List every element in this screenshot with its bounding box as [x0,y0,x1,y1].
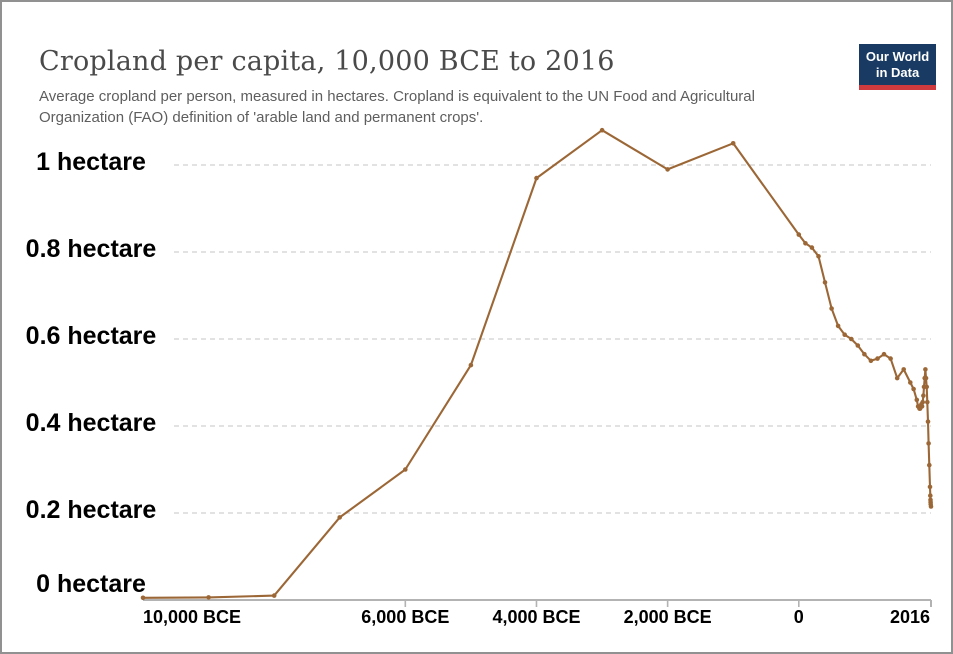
data-point [926,441,931,446]
data-point [923,375,929,381]
x-axis-label: 0 [793,607,804,627]
y-axis-label: 0.4 hectare [25,409,157,437]
owid-logo-line2: in Data [875,65,920,80]
data-point [894,375,900,381]
data-point [809,245,815,250]
data-point [881,351,887,357]
data-point [468,362,474,368]
data-point [855,343,861,348]
data-point [849,336,854,342]
data-point [796,232,802,237]
data-point [919,404,925,409]
data-point [403,467,408,472]
data-point [816,254,821,259]
chart-title: Cropland per capita, 10,000 BCE to 2016 [39,46,615,77]
data-point [665,167,670,172]
y-axis-label: 0 hectare [36,570,146,598]
data-point [206,595,211,600]
x-axis-label: 4,000 BCE [492,607,581,627]
data-point [925,419,931,424]
y-axis-label: 0.8 hectare [25,235,157,263]
data-line [141,129,933,599]
data-point [835,323,841,329]
x-axis-label: 6,000 BCE [361,607,450,627]
data-point [914,397,920,403]
data-point [888,356,893,361]
data-point [901,367,906,372]
data-point [928,493,933,498]
data-point [924,384,929,390]
data-point [920,399,925,405]
data-point [842,332,847,338]
data-point [862,351,867,357]
data-point [534,175,539,181]
data-point [927,462,932,468]
data-point [921,393,926,398]
data-point [911,386,916,392]
x-axis-label: 2016 [889,607,930,627]
data-point [271,593,277,598]
data-point [822,280,828,285]
data-point [908,380,913,385]
data-point [923,367,928,372]
data-point [730,141,736,146]
data-point [875,356,880,361]
data-point [337,515,343,520]
data-point [925,399,930,405]
data-point [803,241,808,246]
x-axis-label: 2,000 BCE [623,607,712,627]
chart-subtitle: Average cropland per person, measured in… [39,88,755,126]
data-point [927,484,933,490]
data-point [868,358,874,364]
data-point [928,504,934,509]
owid-logo[interactable]: Our World in Data [859,44,936,90]
data-point [829,306,834,311]
x-axis-label: 10,000 BCE [143,607,242,627]
y-axis-label: 0.2 hectare [25,496,157,524]
owid-logo-line1: Our World [865,49,930,64]
y-axis-label: 1 hectare [36,148,146,176]
data-point [599,127,605,133]
data-point [140,595,146,601]
y-axis-label: 0.6 hectare [25,322,157,350]
